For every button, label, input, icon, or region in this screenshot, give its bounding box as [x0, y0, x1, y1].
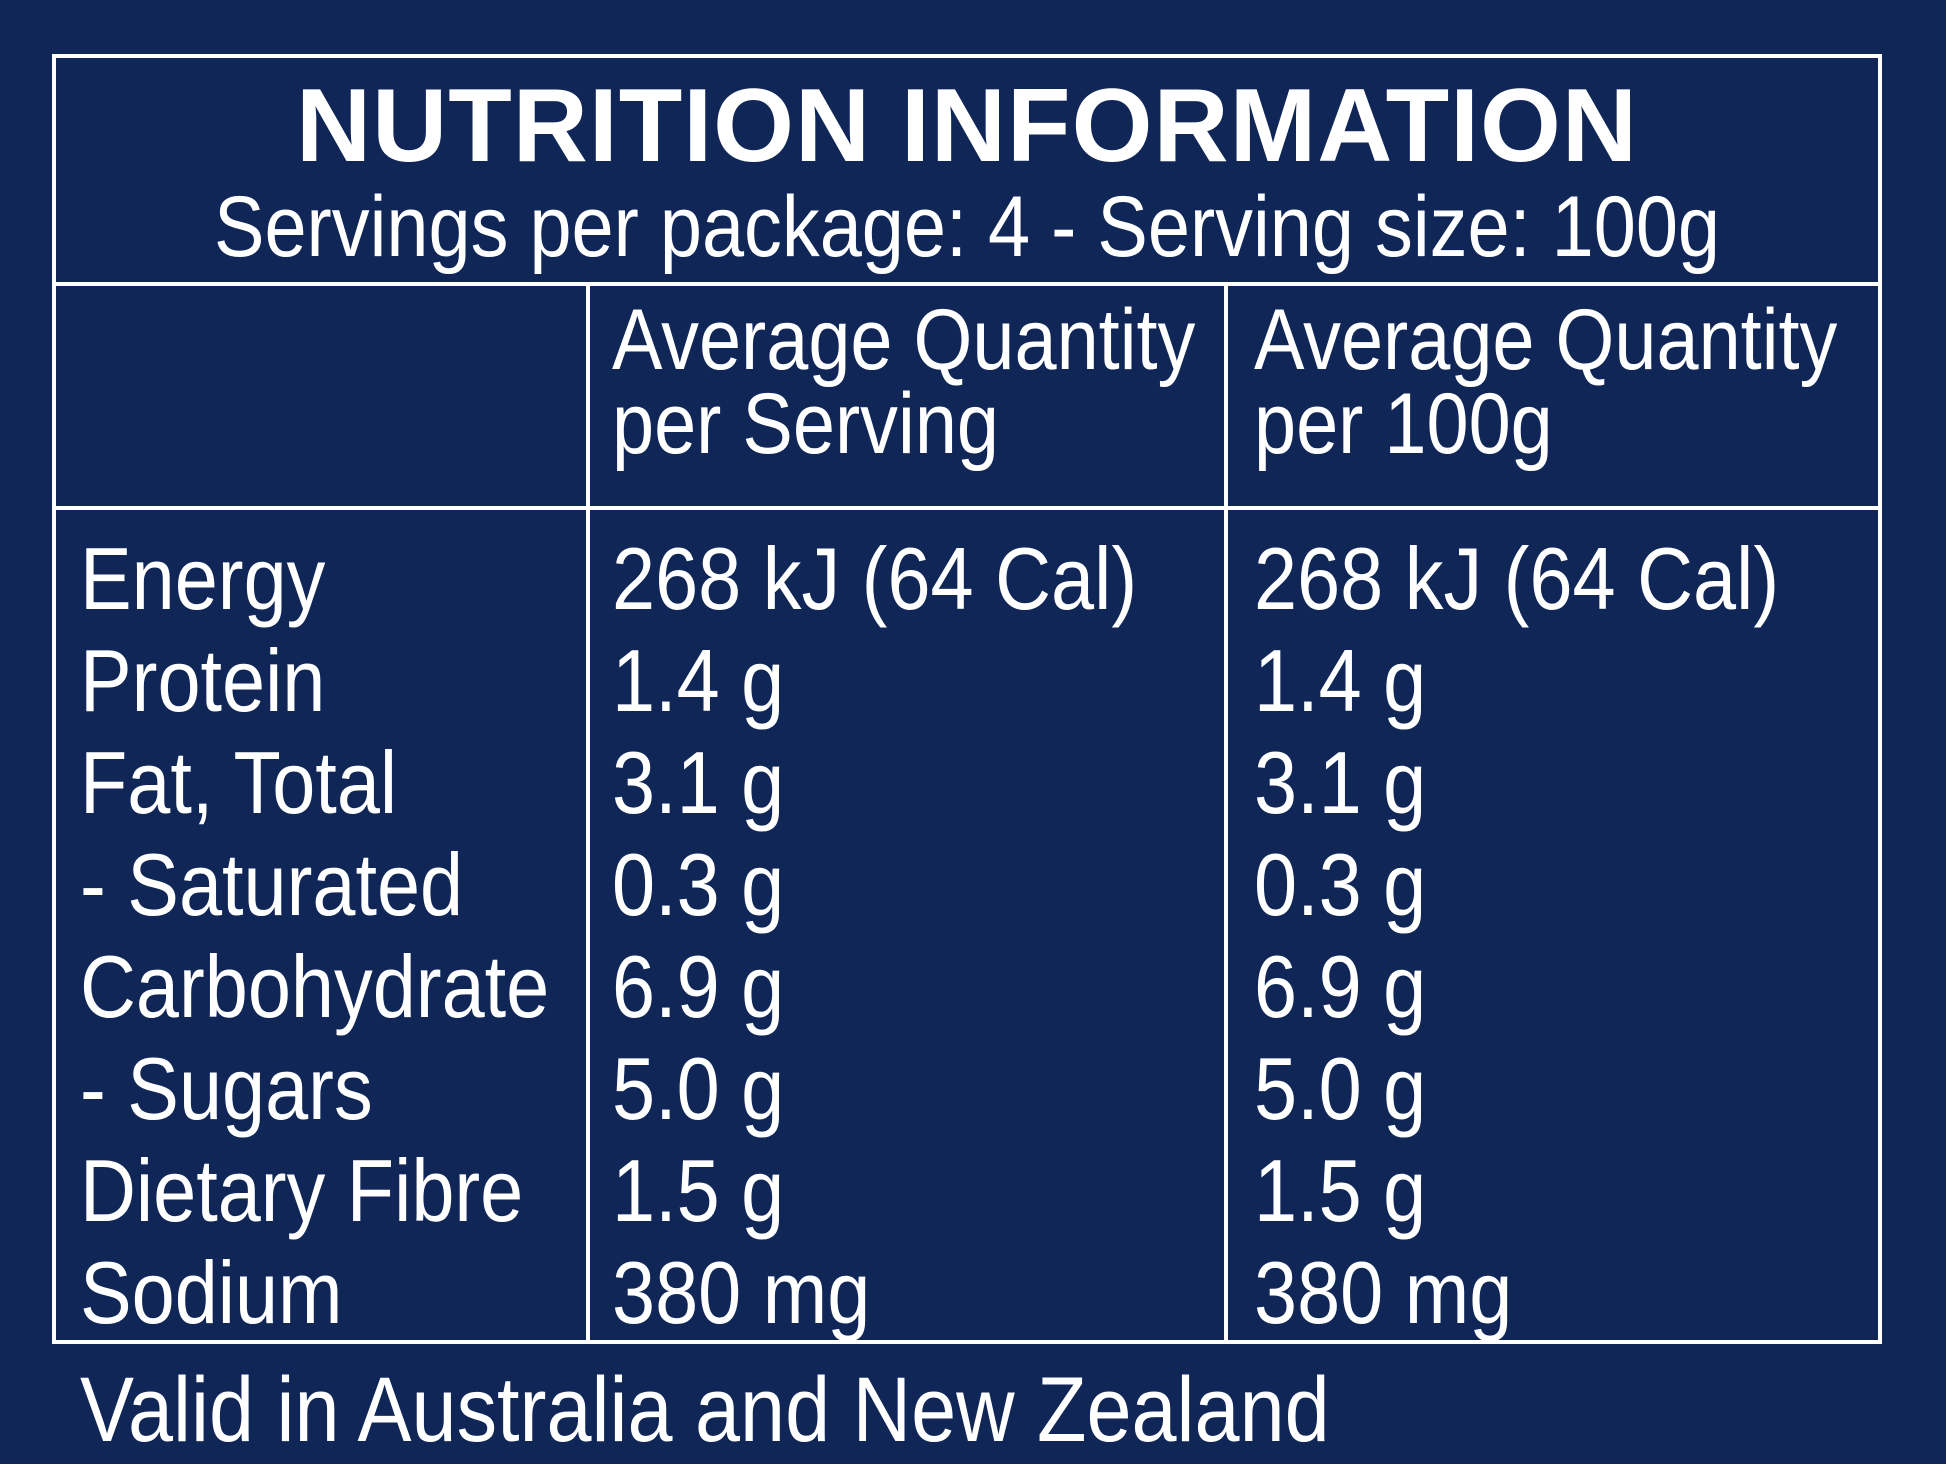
column-divider-2	[1224, 286, 1228, 1340]
serving-info: Servings per package: 4 - Serving size: …	[213, 179, 1721, 275]
nutrient-row: Dietary Fibre 1.5 g 1.5 g	[56, 1140, 1878, 1242]
nutrient-row: - Saturated 0.3 g 0.3 g	[56, 834, 1878, 936]
nutrient-row: Carbohydrate 6.9 g 6.9 g	[56, 936, 1878, 1038]
per-100g-value: 1.5 g	[1254, 1141, 1427, 1240]
per-100g-value: 6.9 g	[1254, 937, 1427, 1036]
column-header-line: per Serving	[612, 376, 1000, 473]
per-100g-value: 3.1 g	[1254, 733, 1427, 832]
per-serving-value: 380 mg	[612, 1243, 871, 1342]
nutrient-row: - Sugars 5.0 g 5.0 g	[56, 1038, 1878, 1140]
nutrient-name: Dietary Fibre	[80, 1141, 524, 1240]
nutrient-name: Carbohydrate	[80, 937, 550, 1036]
per-serving-value: 0.3 g	[612, 835, 785, 934]
nutrient-name: - Saturated	[80, 835, 464, 934]
nutrient-name: Energy	[80, 529, 326, 628]
nutrient-name: Protein	[80, 631, 326, 730]
column-divider-1	[586, 286, 590, 1340]
per-100g-value: 5.0 g	[1254, 1039, 1427, 1138]
column-header-line: per 100g	[1254, 376, 1553, 473]
per-serving-value: 6.9 g	[612, 937, 785, 1036]
nutrient-row: Energy 268 kJ (64 Cal) 268 kJ (64 Cal)	[56, 528, 1878, 630]
per-serving-value: 1.5 g	[612, 1141, 785, 1240]
per-serving-value: 268 kJ (64 Cal)	[612, 529, 1138, 628]
column-header-per-100g: Average Quantity per 100g	[1254, 292, 1838, 473]
header-divider	[56, 506, 1878, 510]
per-serving-value: 1.4 g	[612, 631, 785, 730]
nutrition-panel: NUTRITION INFORMATION Servings per packa…	[52, 54, 1882, 1344]
per-100g-value: 268 kJ (64 Cal)	[1254, 529, 1780, 628]
nutrient-row: Protein 1.4 g 1.4 g	[56, 630, 1878, 732]
validity-note: Valid in Australia and New Zealand	[80, 1359, 1330, 1461]
nutrient-name: - Sugars	[80, 1039, 373, 1138]
per-100g-value: 1.4 g	[1254, 631, 1427, 730]
column-header-line: Average Quantity	[1254, 292, 1838, 388]
per-100g-value: 0.3 g	[1254, 835, 1427, 934]
panel-title: NUTRITION INFORMATION	[295, 68, 1639, 184]
column-header-per-serving: Average Quantity per Serving	[612, 292, 1196, 473]
nutrient-name: Sodium	[80, 1243, 343, 1342]
nutrient-row: Sodium 380 mg 380 mg	[56, 1242, 1878, 1344]
nutrient-row: Fat, Total 3.1 g 3.1 g	[56, 732, 1878, 834]
panel-header: NUTRITION INFORMATION Servings per packa…	[56, 58, 1878, 286]
column-header-line: Average Quantity	[612, 292, 1196, 388]
per-serving-value: 5.0 g	[612, 1039, 785, 1138]
nutrient-name: Fat, Total	[80, 733, 398, 832]
per-100g-value: 380 mg	[1254, 1243, 1513, 1342]
per-serving-value: 3.1 g	[612, 733, 785, 832]
